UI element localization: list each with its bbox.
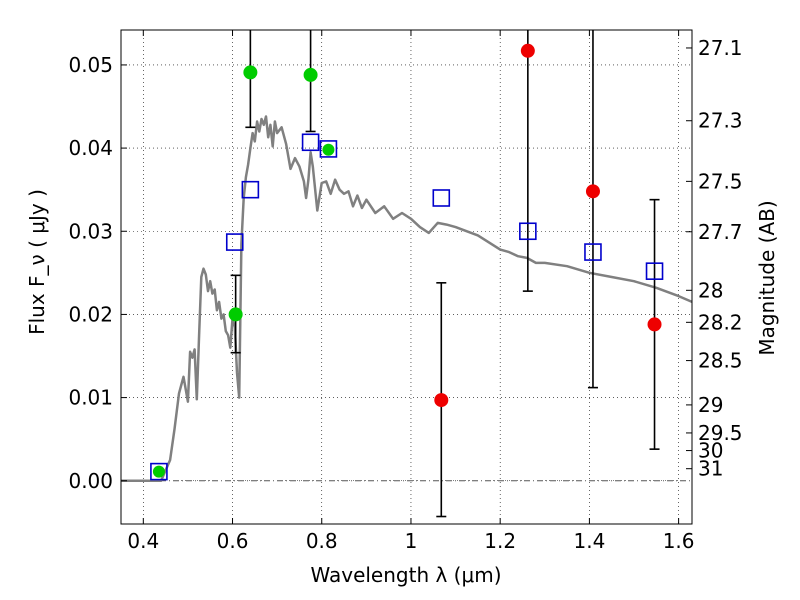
model-spectrum <box>121 115 693 483</box>
x-tick-label: 1.4 <box>573 529 605 553</box>
y2-tick-label: 27.1 <box>698 36 743 60</box>
model-photometry-point <box>584 243 602 261</box>
x-tick-label: 1.2 <box>484 529 516 553</box>
observed-flux-point <box>585 184 600 199</box>
x-axis-ticks: 0.4 0.6 0.8 1 1.2 1.4 1.6 <box>127 30 695 553</box>
y2-tick-label: 28.2 <box>698 310 743 334</box>
y2-tick-label: 27.3 <box>698 109 743 133</box>
plot-frame <box>120 29 693 525</box>
y-tick-label: 0.01 <box>68 386 113 410</box>
model-photometry-point <box>319 140 338 158</box>
y2-tick-label: 28 <box>698 278 723 302</box>
y-tick-label: 0.00 <box>68 469 113 493</box>
x-tick-label: 0.6 <box>217 529 249 553</box>
model-spectrum-line <box>121 115 693 483</box>
observed-flux-point <box>243 65 258 80</box>
observed-flux-point <box>520 43 535 58</box>
model-photometry-point <box>225 233 244 251</box>
y2-tick-label: 30 <box>698 439 723 463</box>
y-axis-label: Flux F_ν ( μJy ) <box>25 189 49 335</box>
y2-tick-label: 28.5 <box>698 349 743 373</box>
y2-tick-label: 29.5 <box>698 421 743 445</box>
observed-flux-point <box>322 143 335 156</box>
observed-flux-point <box>434 393 449 408</box>
y2-tick-label: 29 <box>698 393 723 417</box>
model-photometry-point <box>301 133 320 152</box>
data-points <box>150 43 664 481</box>
y-tick-label: 0.03 <box>68 219 113 243</box>
y2-tick-label: 31 <box>698 457 723 481</box>
model-photometry-point <box>519 222 537 241</box>
y2-tick-label: 27.5 <box>698 169 743 193</box>
y-tick-label: 0.05 <box>68 53 113 77</box>
observed-flux-point <box>228 307 243 322</box>
model-photometry-point <box>432 189 451 207</box>
x-axis-label: Wavelength λ (μm) <box>310 563 501 587</box>
x-tick-label: 1.6 <box>663 529 695 553</box>
y2-tick-label: 27.7 <box>698 220 743 244</box>
x-tick-label: 0.4 <box>127 529 159 553</box>
model-photometry-point <box>645 262 664 280</box>
observed-flux-point <box>647 317 662 332</box>
observed-flux-point <box>303 67 318 82</box>
y2-axis-label: Magnitude (AB) <box>755 200 779 355</box>
y-axis-ticks: 0.00 0.01 0.02 0.03 0.04 0.05 <box>68 53 127 493</box>
x-tick-label: 1 <box>405 529 418 553</box>
model-photometry-point <box>150 462 168 481</box>
observed-flux-point <box>152 465 165 478</box>
y-tick-label: 0.04 <box>68 136 113 160</box>
model-photometry-point <box>241 180 260 199</box>
x-tick-label: 0.8 <box>306 529 338 553</box>
y-tick-label: 0.02 <box>68 302 113 326</box>
